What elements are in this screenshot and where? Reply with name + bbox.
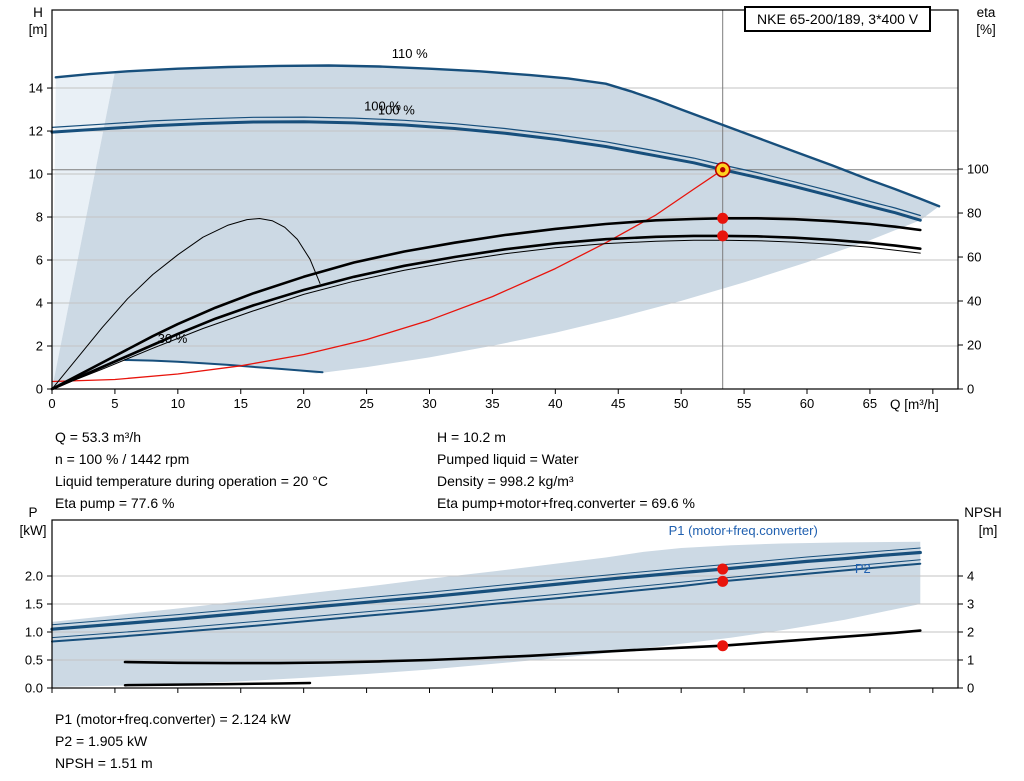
eta-pump-curve [50,217,922,391]
x-tick-label: 0 [48,396,55,411]
y-right-tick-label: 40 [967,294,981,309]
y-left-tick-label: 10 [29,167,43,182]
y-left-tick-label: 2.0 [25,569,43,584]
y-left-tick-label: 14 [29,81,43,96]
result-eta-total: Eta pump+motor+freq.converter = 69.6 % [437,495,695,511]
y-right-tick-label: 0 [967,382,974,397]
curve-label: P2 [855,561,871,576]
x-tick-label: 45 [611,396,625,411]
eta-pump-dot [717,212,729,224]
p2-curve [51,562,922,643]
x-tick-label: 55 [737,396,751,411]
y-left-tick-label: 6 [36,253,43,268]
x-tick-label: 35 [485,396,499,411]
axis-title: [kW] [20,523,47,538]
x-tick-label: 25 [359,396,373,411]
x-tick-label: 50 [674,396,688,411]
p2-dot [717,575,729,587]
result-liquid-temp: Liquid temperature during operation = 20… [55,473,328,489]
y-left-tick-label: 0.0 [25,681,43,696]
axis-title: H [33,5,43,20]
y-left-tick-label: 12 [29,124,43,139]
speed-30-curve [124,359,324,374]
npsh-dot [717,640,729,652]
x-tick-label: 15 [234,396,248,411]
pump-title-box: NKE 65-200/189, 3*400 V [744,6,932,32]
axis-title: eta [977,5,996,20]
speed-100-thin-curve [51,116,921,217]
y-right-tick-label: 20 [967,338,981,353]
y-left-tick-label: 8 [36,210,43,225]
top-chart-svg: 0 5 10 15 20 25 30 35 40 45 50 55 60 65 0 2 4 6 8 10 12 14 0 20… [29,5,996,412]
speed-100-curve [50,120,922,222]
results-bottom: P1 (motor+freq.converter) = 2.124 kW P2 … [55,708,291,774]
y-right-tick-label: 100 [967,162,989,177]
p2-thin-curve [51,559,921,639]
y-right-tick-label: 2 [967,625,974,640]
x-tick-label: 60 [800,396,814,411]
y-left-tick-label: 0.5 [25,653,43,668]
curve-label: 100 % [378,102,415,117]
x-tick-label: 65 [863,396,877,411]
system-curve [51,169,724,383]
axis-title: [m] [29,22,48,37]
p1-curve [50,550,922,631]
operating-envelope [52,65,940,389]
results-top-left: Q = 53.3 m³/h n = 100 % / 1442 rpm Liqui… [55,426,328,514]
result-density: Density = 998.2 kg/m³ [437,473,574,489]
eta-total-thin-curve [51,239,921,390]
y-right-tick-label: 60 [967,250,981,265]
curve-label: P1 (motor+freq.converter) [669,523,818,538]
y-right-tick-label: 80 [967,206,981,221]
result-pumped-liquid: Pumped liquid = Water [437,451,579,467]
axis-title: NPSH [964,505,1002,520]
npsh-curve [123,629,922,665]
y-left-tick-label: 1.0 [25,625,43,640]
y-right-tick-label: 4 [967,569,974,584]
y-right-tick-label: 0 [967,681,974,696]
y-right-tick-label: 1 [967,653,974,668]
result-p2: P2 = 1.905 kW [55,733,148,749]
p1-thin-curve [51,547,921,626]
speed-110-curve [54,64,941,208]
result-q: Q = 53.3 m³/h [55,429,141,445]
axis-title: [%] [976,22,996,37]
p1-dot [717,563,729,575]
axis-title: [m] [979,523,998,538]
x-tick-label: 30 [422,396,436,411]
y-left-tick-label: 2 [36,339,43,354]
axis-title: P [28,505,37,520]
result-speed: n = 100 % / 1442 rpm [55,451,190,467]
envelope-light [52,72,115,389]
eta-pump-30-curve [51,218,321,390]
result-h: H = 10.2 m [437,429,506,445]
results-top-right: H = 10.2 m Pumped liquid = Water Density… [437,426,695,514]
bottom-chart-svg: 0.0 0.5 1.0 1.5 2.0 0 1 2 3 4 P1 (motor+freq.conve… [20,505,1002,696]
plot-frame [51,9,959,390]
eta-total-curve [50,234,922,391]
result-eta-pump: Eta pump = 77.6 % [55,495,175,511]
y-left-tick-label: 4 [36,296,43,311]
y-right-tick-label: 3 [967,597,974,612]
duty-point-marker-center [719,167,726,173]
axis-title: Q [m³/h] [890,397,939,412]
x-tick-label: 10 [171,396,185,411]
y-left-tick-label: 1.5 [25,597,43,612]
curve-label: 30 % [158,331,188,346]
x-tick-label: 20 [296,396,310,411]
y-left-tick-label: 0 [36,382,43,397]
curve-label: 110 % [392,46,428,61]
p-30-curve [123,681,312,687]
x-tick-label: 40 [548,396,562,411]
eta-total-dot [717,230,729,242]
x-tick-label: 5 [111,396,118,411]
power-envelope [52,541,921,687]
result-p1: P1 (motor+freq.converter) = 2.124 kW [55,711,291,727]
curve-label: 100 % [364,99,401,114]
result-npsh: NPSH = 1.51 m [55,755,153,771]
